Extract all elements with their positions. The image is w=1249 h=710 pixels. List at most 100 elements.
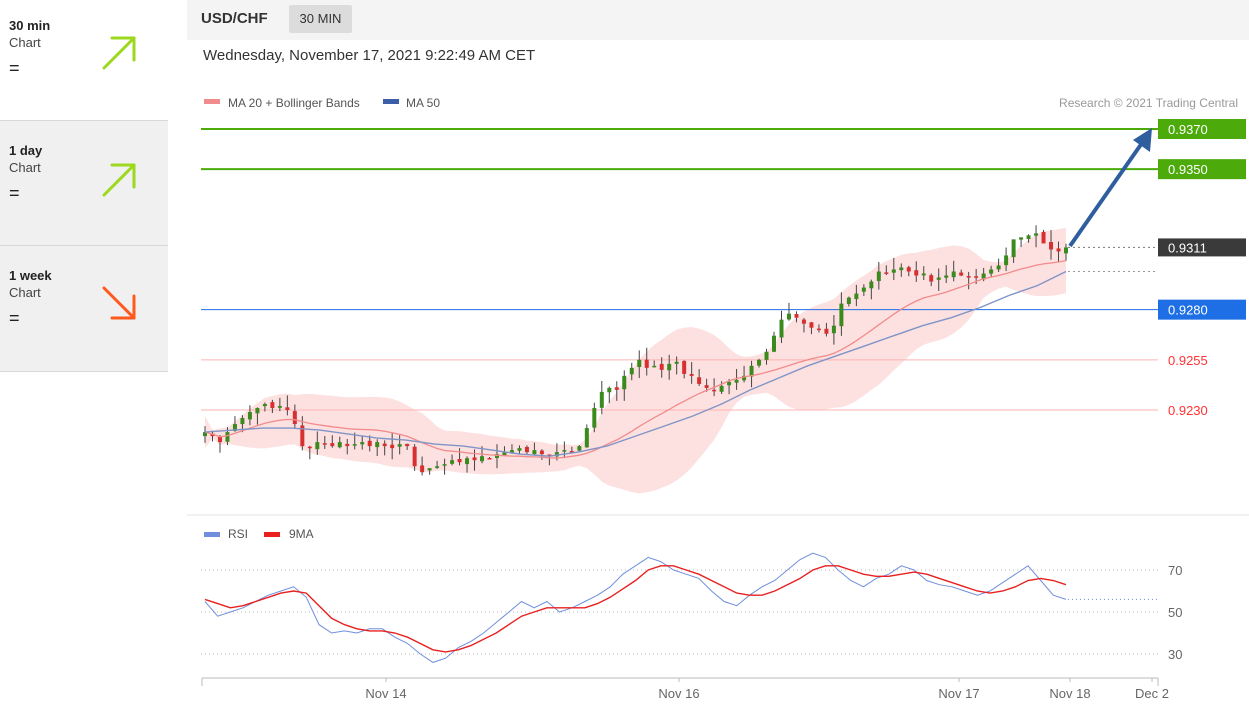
sidebar-item-equal: = — [9, 308, 20, 328]
candle-body — [1049, 242, 1054, 250]
rsi-tick-label: 30 — [1168, 647, 1182, 662]
candle-body — [959, 272, 964, 276]
x-tick-label: Nov 18 — [1049, 686, 1090, 701]
x-tick-label: Nov 14 — [365, 686, 406, 701]
candle-body — [981, 273, 986, 280]
level-tag-pivot — [1158, 299, 1246, 320]
candle-body — [689, 374, 694, 376]
credit-text: Research © 2021 Trading Central — [1059, 96, 1238, 110]
sidebar-item-1week[interactable]: 1 week Chart = — [0, 246, 168, 372]
candle-body — [397, 444, 402, 447]
sidebar-item-period: 1 day — [9, 143, 43, 158]
candle-body — [547, 454, 552, 457]
candle-body — [360, 442, 365, 445]
candle-body — [891, 269, 896, 273]
target-arrow — [1068, 128, 1152, 248]
level-label: 0.9280 — [1168, 303, 1208, 318]
candle-body — [1011, 239, 1016, 258]
candle-body — [704, 385, 709, 388]
rsi-swatch — [204, 532, 220, 537]
timeframe-button[interactable]: 30 MIN — [289, 5, 352, 33]
candle-body — [277, 405, 282, 408]
candle-body — [854, 293, 859, 300]
candle-body — [622, 375, 627, 390]
candle-body — [929, 275, 934, 282]
candle-body — [247, 412, 252, 420]
candle-body — [996, 265, 1001, 270]
candle-body — [390, 444, 395, 449]
level-label: 0.9370 — [1168, 122, 1208, 137]
candle-body — [637, 359, 642, 368]
candle-body — [210, 433, 215, 437]
arrow-up-right-icon — [102, 163, 136, 197]
candle-body — [307, 446, 312, 449]
candle-body — [809, 322, 814, 328]
sidebar-item-30min[interactable]: 30 min Chart = — [0, 0, 168, 124]
candle-body — [1004, 255, 1009, 266]
x-tick-label: Nov 16 — [658, 686, 699, 701]
candle-body — [240, 418, 245, 425]
candle-body — [839, 303, 844, 327]
candle-body — [1026, 235, 1031, 239]
candle-body — [824, 328, 829, 334]
candle-body — [659, 363, 664, 370]
candle-body — [899, 267, 904, 271]
candles — [203, 225, 1068, 476]
sidebar-item-period: 30 min — [9, 18, 51, 33]
candle-body — [906, 267, 911, 272]
rsi-line — [204, 552, 1067, 663]
candle-body — [322, 443, 327, 445]
legend-rsi: RSI — [228, 527, 248, 541]
candle-body — [944, 275, 949, 278]
ma9-line — [204, 565, 1067, 653]
candle-body — [1019, 237, 1024, 240]
sidebar-item-equal: = — [9, 58, 20, 78]
level-label: 0.9311 — [1168, 240, 1207, 255]
candle-body — [480, 456, 485, 462]
candle-body — [974, 276, 979, 278]
candle-body — [816, 328, 821, 331]
candle-body — [786, 313, 791, 320]
candle-body — [727, 381, 732, 386]
candle-body — [764, 351, 769, 360]
level-lines — [201, 128, 1158, 411]
candle-body — [337, 442, 342, 448]
candle-body — [569, 451, 574, 453]
candle-body — [554, 452, 559, 457]
candle-body — [1064, 247, 1068, 254]
level-label: 0.9350 — [1168, 162, 1208, 177]
candle-body — [614, 387, 619, 390]
candle-body — [352, 444, 357, 446]
sidebar-item-sub: Chart — [9, 35, 41, 50]
candle-body — [225, 432, 230, 442]
candle-body — [270, 402, 275, 408]
candle-body — [532, 450, 537, 455]
rsi-tick-label: 50 — [1168, 605, 1182, 620]
candle-body — [861, 287, 866, 292]
candle-body — [442, 464, 447, 466]
ma9-swatch — [264, 532, 280, 537]
candle-body — [517, 448, 522, 451]
legend-ma9: 9MA — [289, 527, 314, 541]
candle-body — [232, 424, 237, 431]
candle-body — [1034, 233, 1039, 236]
candle-body — [262, 403, 267, 407]
target-arrow-shaft — [1068, 141, 1144, 248]
level-tag-last-price — [1158, 238, 1246, 257]
candle-body — [921, 273, 926, 276]
candle-body — [652, 365, 657, 368]
candle-body — [712, 389, 717, 392]
candle-body — [742, 375, 747, 381]
legend-ma20: MA 20 + Bollinger Bands — [228, 96, 360, 110]
moving-averages — [204, 259, 1158, 459]
candle-body — [509, 450, 514, 454]
candle-body — [869, 281, 874, 289]
candle-body — [599, 391, 604, 408]
candle-body — [292, 411, 297, 425]
sidebar-item-1day[interactable]: 1 day Chart = — [0, 121, 168, 245]
candle-body — [562, 450, 567, 452]
candle-body — [577, 446, 582, 451]
candle-body — [831, 325, 836, 334]
candle-body — [801, 319, 806, 324]
ma20-line — [204, 259, 1067, 459]
